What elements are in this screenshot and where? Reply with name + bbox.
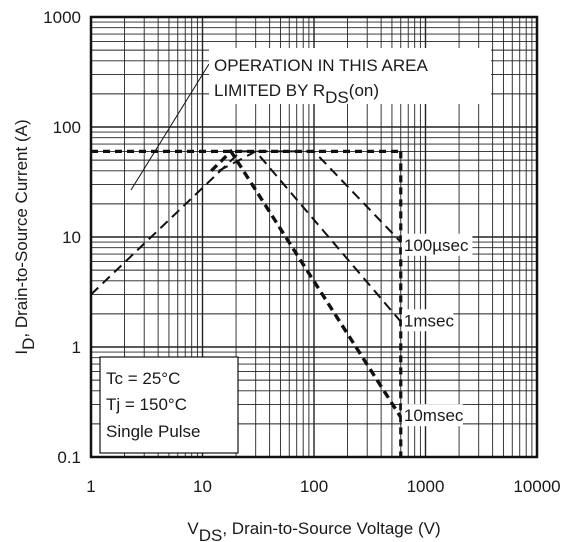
limit-lines [91, 149, 403, 457]
y-tick-label: 100 [53, 118, 81, 137]
y-tick-label: 1000 [43, 8, 81, 27]
y-axis-title-rest: , Drain-to-Source Current (A) [12, 119, 31, 337]
annotation-box [209, 48, 491, 104]
series-line-100sec [90, 150, 402, 296]
series-label: 10msec [404, 406, 464, 425]
conditions-background [99, 356, 239, 454]
condition-tj: Tj = 150°C [106, 395, 187, 414]
annotation-line2-end: (on) [349, 81, 379, 100]
x-tick-label: 10 [193, 477, 212, 496]
annotation-line2-main: LIMITED BY R [214, 81, 325, 100]
annotation-line2: LIMITED BY RDS(on) [214, 81, 379, 107]
y-axis-title: ID, Drain-to-Source Current (A) [12, 119, 38, 354]
series-line-1msec [218, 150, 402, 323]
annotation-line2-sub: DS [325, 88, 349, 107]
annotation-line1: OPERATION IN THIS AREA [214, 56, 428, 75]
series-group [90, 148, 403, 419]
x-axis-title: VDS, Drain-to-Source Voltage (V) [187, 519, 440, 542]
plot-frame [89, 15, 539, 459]
x-axis-title-rest: , Drain-to-Source Voltage (V) [222, 519, 440, 538]
series-labels: 100µsec 1msec 10msec [401, 233, 473, 427]
x-tick-label: 100 [300, 477, 328, 496]
series-line-10msec [210, 148, 403, 419]
y-tick-label: 0.1 [57, 448, 81, 467]
x-tick-label: 1000 [407, 477, 445, 496]
y-tick-label: 1 [72, 338, 81, 357]
x-axis-title-main: V [187, 519, 199, 538]
annotation-leader-line [130, 63, 210, 191]
series-label-background [401, 309, 454, 332]
y-tick-label: 10 [62, 228, 81, 247]
annotation: OPERATION IN THIS AREA LIMITED BY RDS(on… [130, 48, 491, 191]
series-label: 100µsec [404, 236, 469, 255]
tick-labels: 1 10 100 1000 10000 0.1 1 10 100 1000 [43, 8, 560, 496]
series-label-background [401, 233, 473, 256]
conditions-box: Tc = 25°C Tj = 150°C Single Pulse [99, 356, 239, 454]
x-tick-label: 10000 [513, 477, 560, 496]
x-axis-title-sub: DS [199, 526, 223, 542]
y-axis-title-main: I [12, 350, 31, 355]
condition-tc: Tc = 25°C [106, 369, 180, 388]
series-label-background [401, 404, 463, 427]
x-tick-label: 1 [86, 477, 95, 496]
condition-pulse: Single Pulse [106, 422, 201, 441]
y-axis-title-sub: D [19, 338, 38, 350]
series-label: 1msec [404, 311, 455, 330]
